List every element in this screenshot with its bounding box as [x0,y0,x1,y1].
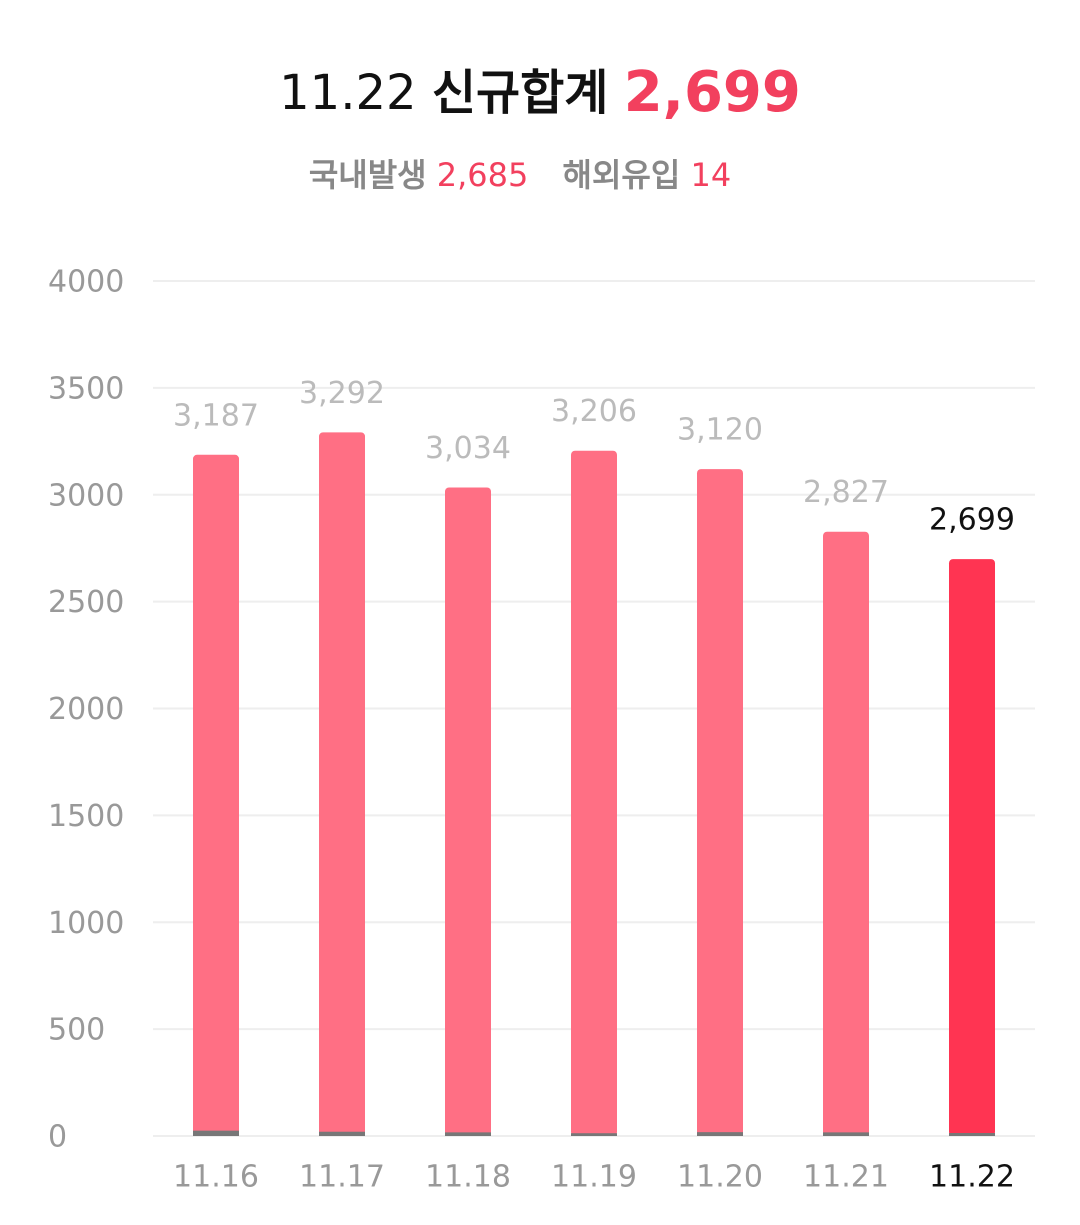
x-tick-label: 11.21 [803,1160,889,1195]
overseas-segment [319,1131,365,1136]
y-tick-label: 1500 [48,799,124,834]
y-tick-label: 4000 [48,265,124,300]
breakdown: 국내발생 2,685 해외유입 14 [309,156,731,194]
bar [949,559,995,1136]
y-tick-label: 3500 [48,371,124,406]
headline: 11.22 신규합계 2,699 [279,60,801,125]
x-tick-label: 11.18 [425,1160,511,1195]
x-tick-label: 11.20 [677,1160,763,1195]
x-tick-label: 11.17 [299,1160,385,1195]
overseas-segment [823,1132,869,1136]
y-tick-label: 500 [48,1013,105,1048]
overseas-segment [949,1133,995,1136]
breakdown-value: 14 [690,156,731,194]
headline-date: 11.22 [279,65,416,121]
y-tick-label: 2000 [48,692,124,727]
breakdown-value: 2,685 [437,156,529,194]
bar [697,469,743,1137]
overseas-segment [697,1132,743,1136]
value-label: 3,206 [551,394,637,429]
value-label: 3,187 [173,398,259,433]
overseas-segment [571,1133,617,1136]
value-label: 3,120 [677,413,763,448]
breakdown-label: 해외유입 [563,156,681,194]
value-label: 2,699 [929,503,1015,538]
y-tick-label: 1000 [48,906,124,941]
breakdown-label: 국내발생 [309,156,427,194]
bar [193,454,239,1136]
headline-label: 신규합계 [432,65,609,121]
headline-total: 2,699 [624,60,801,125]
y-tick-label: 3000 [48,478,124,513]
value-label: 2,827 [803,475,889,510]
x-tick-label: 11.19 [551,1160,637,1195]
bar [319,432,365,1137]
y-tick-label: 0 [48,1120,67,1155]
overseas-segment [193,1130,239,1136]
bar [445,487,491,1136]
overseas-segment [445,1132,491,1136]
bar [571,450,617,1136]
value-label: 3,292 [299,376,385,411]
y-tick-label: 2500 [48,585,124,620]
x-tick-label: 11.16 [173,1160,259,1195]
x-tick-label: 11.22 [929,1160,1015,1195]
value-label: 3,034 [425,431,511,466]
bar [823,531,869,1136]
